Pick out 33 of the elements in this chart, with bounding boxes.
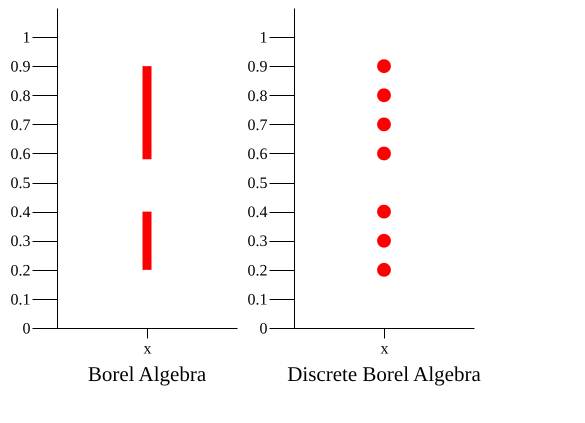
- point: [377, 234, 391, 248]
- y-tick-label: 0.5: [248, 175, 268, 192]
- point: [377, 204, 391, 219]
- y-tick-label: 0.9: [10, 58, 30, 76]
- y-tick-label: 0.6: [10, 146, 30, 163]
- y-tick-label: 1: [22, 30, 30, 47]
- text: Borel Algebra: [88, 362, 207, 386]
- y-tick-label: 0.7: [248, 116, 268, 134]
- text: Discrete Borel Algebra: [287, 362, 482, 386]
- point: [377, 117, 391, 132]
- y-tick-label: 0.2: [248, 262, 268, 280]
- y-tick-label: 0.8: [10, 88, 30, 105]
- y-tick-label: 0.1: [248, 291, 268, 308]
- y-tick-label: 0.8: [248, 88, 268, 105]
- y-tick-label: 0.9: [248, 58, 268, 76]
- point: [377, 59, 391, 74]
- y-tick-label: 0.6: [248, 146, 268, 163]
- y-tick-label: 0.3: [248, 233, 268, 250]
- point: [377, 88, 391, 102]
- y-tick-label: 0.7: [10, 116, 30, 134]
- y-tick-label: 0.5: [10, 175, 30, 192]
- y-tick-label: 0.2: [10, 262, 30, 280]
- y-tick-label: 0.3: [10, 233, 30, 250]
- y-tick-label: 0: [22, 320, 30, 338]
- y-tick-label: 0: [260, 320, 268, 338]
- x-tick-label: x: [380, 340, 388, 358]
- point: [377, 262, 391, 277]
- y-tick-label: 0.4: [248, 204, 268, 222]
- y-tick-label: 1: [260, 30, 268, 47]
- y-tick-label: 0.4: [10, 204, 30, 222]
- point: [377, 146, 391, 160]
- y-tick-label: 0.1: [10, 291, 30, 308]
- x-tick-label: x: [144, 340, 152, 358]
